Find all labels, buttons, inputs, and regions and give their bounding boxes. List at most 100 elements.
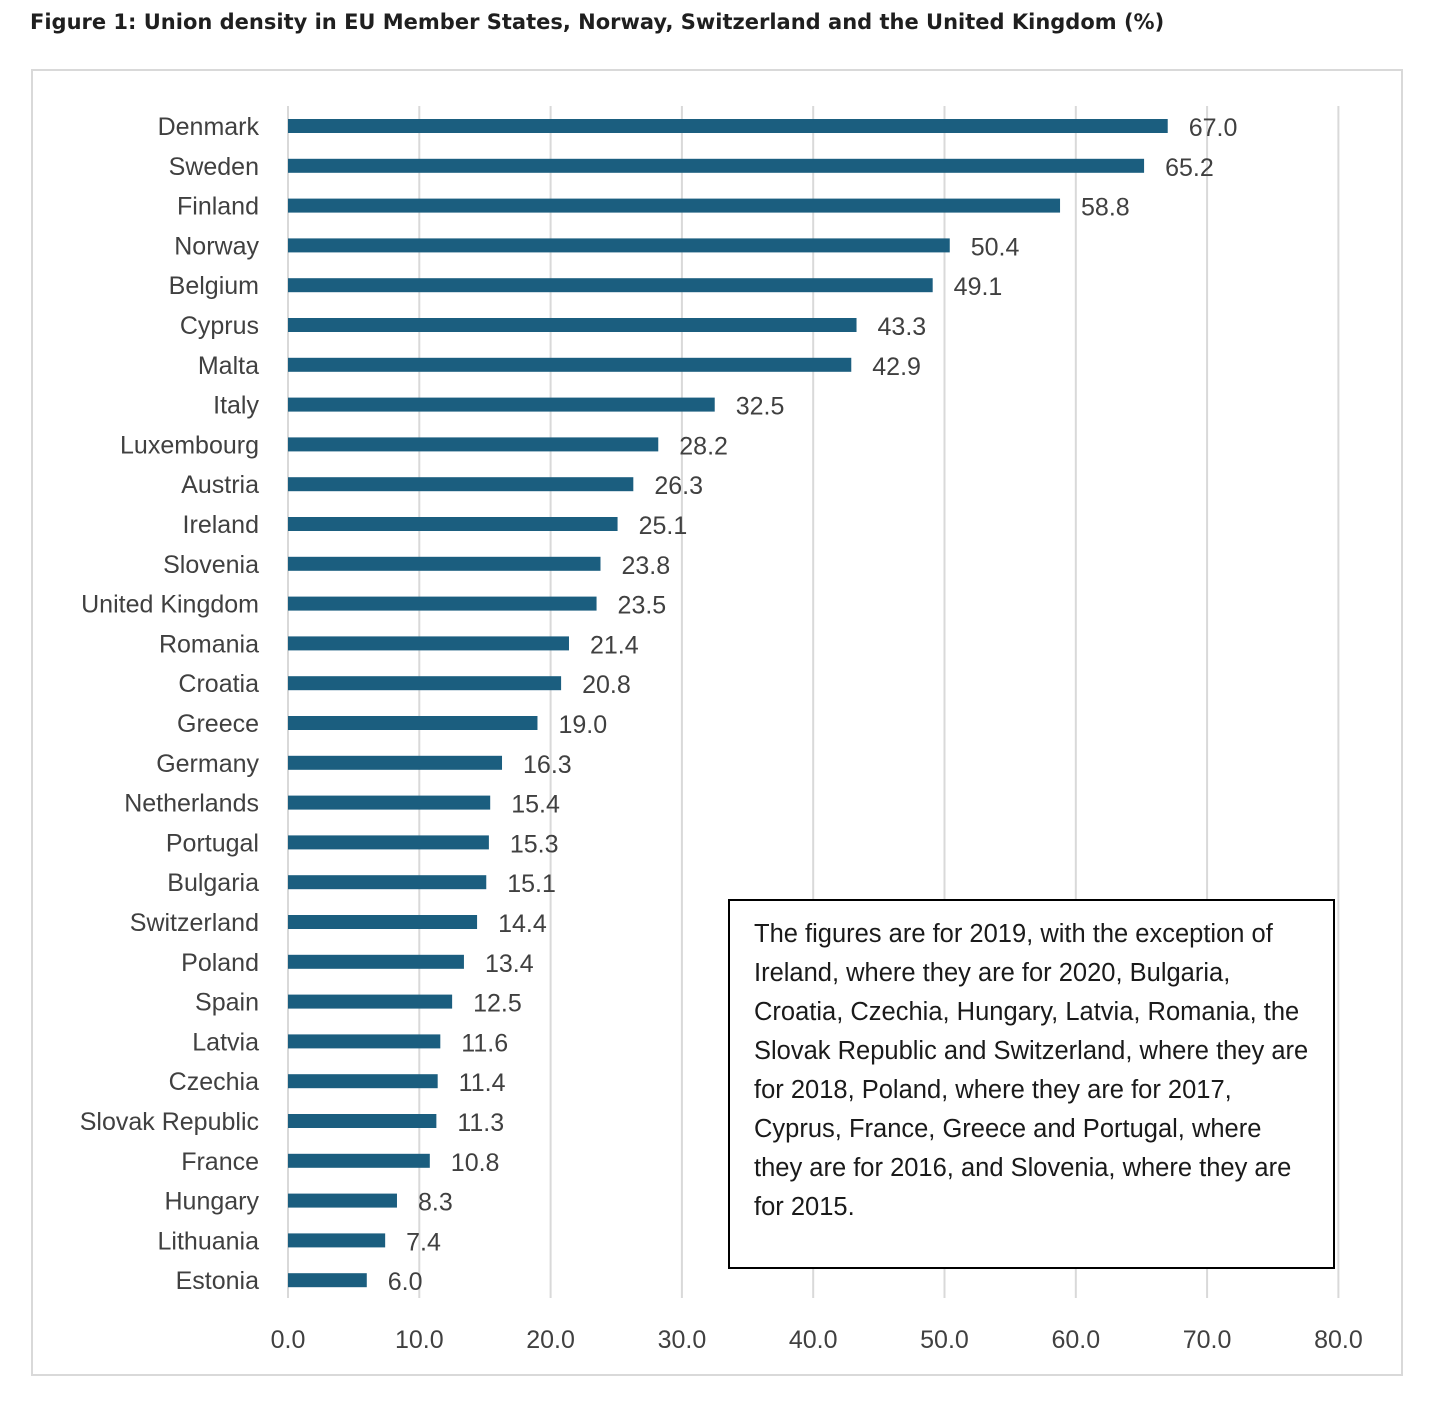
data-label: 7.4: [406, 1228, 441, 1256]
category-label: Italy: [213, 392, 259, 420]
category-label: Switzerland: [130, 909, 259, 937]
bar: [288, 1153, 430, 1168]
x-tick-label: 70.0: [1183, 1326, 1232, 1354]
category-label: Luxembourg: [120, 431, 259, 459]
bar: [288, 477, 634, 492]
data-label: 11.6: [461, 1029, 508, 1057]
data-label: 12.5: [473, 990, 522, 1018]
bar: [288, 1193, 397, 1208]
category-label: Ireland: [183, 511, 259, 539]
bar: [288, 357, 852, 372]
data-label: 32.5: [736, 393, 785, 421]
data-label: 65.2: [1165, 154, 1214, 182]
data-label: 25.1: [639, 512, 688, 540]
data-label: 14.4: [498, 910, 547, 938]
category-label: Estonia: [176, 1267, 259, 1295]
data-label: 23.5: [618, 592, 667, 620]
category-label: France: [181, 1148, 259, 1176]
data-label: 28.2: [679, 432, 728, 460]
x-tick-label: 30.0: [658, 1326, 707, 1354]
data-label: 58.8: [1081, 194, 1130, 222]
category-label: Lithuania: [158, 1227, 260, 1255]
bar: [288, 556, 601, 571]
data-label: 26.3: [654, 472, 703, 500]
category-label: Austria: [181, 471, 259, 499]
data-label: 10.8: [451, 1149, 500, 1177]
bar: [288, 437, 659, 452]
category-label: Netherlands: [124, 790, 259, 818]
chart-frame: [31, 69, 1403, 1376]
category-label: Sweden: [169, 153, 259, 181]
data-label: 23.8: [621, 552, 670, 580]
bar: [288, 676, 562, 691]
category-label: Czechia: [169, 1068, 259, 1096]
bar: [288, 875, 487, 890]
category-label: Hungary: [165, 1188, 260, 1216]
bar: [288, 1074, 438, 1089]
bar: [288, 915, 478, 929]
data-label: 21.4: [590, 631, 639, 659]
data-label: 42.9: [872, 353, 921, 381]
bar: [288, 954, 464, 969]
category-label: Bulgaria: [167, 869, 259, 897]
bar: [288, 238, 950, 253]
bar: [288, 1233, 386, 1248]
data-label: 19.0: [558, 711, 607, 739]
data-label: 15.1: [507, 870, 556, 898]
category-label: Malta: [198, 352, 259, 380]
data-label: 8.3: [418, 1189, 453, 1217]
bar: [288, 1034, 441, 1049]
category-label: Slovenia: [163, 551, 259, 579]
category-label: Latvia: [192, 1028, 259, 1056]
category-label: Romania: [159, 630, 259, 658]
category-label: Norway: [174, 232, 259, 260]
data-label: 6.0: [388, 1268, 423, 1296]
x-tick-label: 0.0: [271, 1326, 306, 1354]
bar: [288, 835, 489, 850]
figure-title: Figure 1: Union density in EU Member Sta…: [30, 10, 1165, 34]
bar: [288, 596, 597, 611]
data-label: 11.4: [459, 1069, 506, 1097]
category-label: Greece: [177, 710, 259, 738]
category-label: Poland: [181, 949, 259, 977]
category-label: Denmark: [158, 113, 260, 141]
category-label: Finland: [177, 193, 259, 221]
bar: [288, 994, 453, 1009]
category-label: Portugal: [166, 829, 259, 857]
bar: [288, 716, 538, 730]
x-tick-label: 80.0: [1314, 1326, 1363, 1354]
bar: [288, 517, 618, 531]
x-tick-labels: 0.0 10.0 20.0 30.0 40.0 50.0 60.0 70.0 80.0: [271, 1326, 1363, 1354]
data-label: 15.3: [510, 830, 559, 858]
category-label: United Kingdom: [81, 591, 259, 619]
x-tick-label: 20.0: [526, 1326, 575, 1354]
data-label: 16.3: [523, 751, 572, 779]
data-labels: 67.0 65.2 58.8 50.4 49.1 43.3 42.9 32.5 28.2 26.3…: [388, 114, 1238, 1296]
data-label: 20.8: [582, 671, 631, 699]
bar: [288, 1273, 367, 1288]
note-box: The figures are for 2019, with the excep…: [728, 899, 1335, 1269]
bar: [288, 397, 715, 412]
data-label: 67.0: [1189, 114, 1238, 142]
category-labels: Denmark Sweden Finland Norway Belgium Cyprus M…: [80, 113, 260, 1295]
bar: [288, 278, 933, 293]
x-tick-label: 40.0: [789, 1326, 838, 1354]
data-label: 49.1: [954, 273, 1003, 301]
data-label: 11.3: [457, 1109, 504, 1137]
x-tick-label: 60.0: [1051, 1326, 1100, 1354]
category-label: Spain: [195, 989, 259, 1017]
bar: [288, 198, 1061, 213]
category-label: Slovak Republic: [80, 1108, 259, 1136]
data-label: 50.4: [971, 233, 1020, 261]
bar: [288, 1114, 437, 1128]
category-label: Germany: [156, 750, 259, 778]
data-label: 13.4: [485, 950, 534, 978]
x-tick-label: 50.0: [920, 1326, 969, 1354]
category-label: Croatia: [178, 670, 259, 698]
x-tick-label: 10.0: [395, 1326, 444, 1354]
category-label: Cyprus: [180, 312, 259, 340]
bar: [288, 755, 503, 770]
bar: [288, 119, 1168, 133]
category-label: Belgium: [169, 272, 259, 300]
